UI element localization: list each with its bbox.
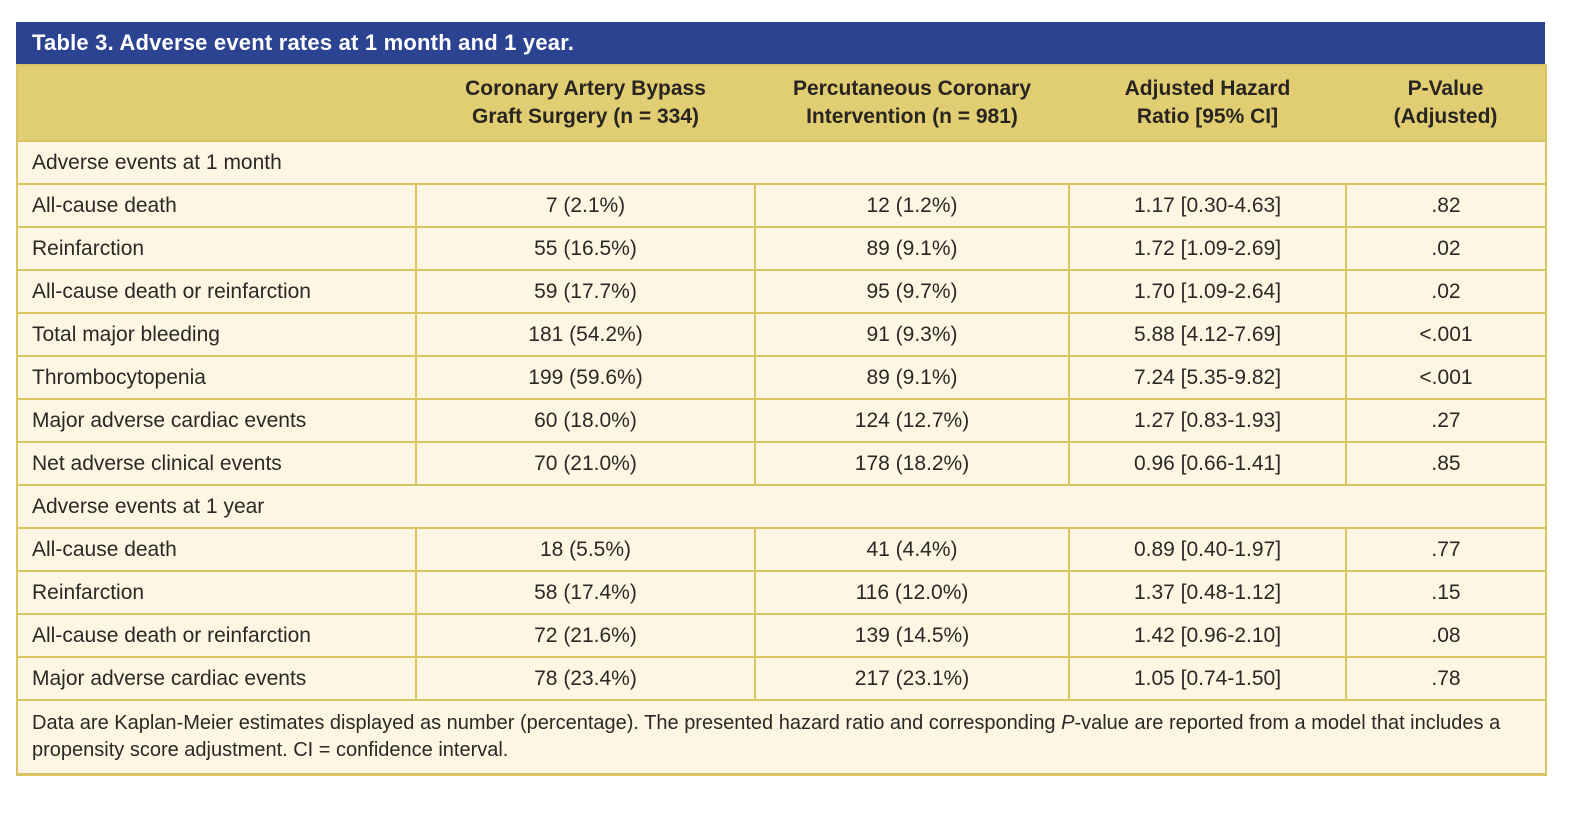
p-value-cell: .77	[1345, 527, 1547, 572]
cabg-value-cell: 78 (23.4%)	[415, 656, 756, 701]
pci-value-cell: 139 (14.5%)	[754, 613, 1070, 658]
hazard-ratio-cell: 0.96 [0.66-1.41]	[1068, 441, 1347, 486]
pci-value-cell: 91 (9.3%)	[754, 312, 1070, 357]
col-header-pci: Percutaneous Coronary Intervention (n = …	[755, 65, 1069, 141]
p-value-cell: .78	[1345, 656, 1547, 701]
p-value-cell: .82	[1345, 183, 1547, 228]
col-header-hazard-ratio: Adjusted Hazard Ratio [95% CI]	[1069, 65, 1346, 141]
event-label-cell: All-cause death	[16, 183, 417, 228]
event-label-cell: Total major bleeding	[16, 312, 417, 357]
table-row: Reinfarction 55 (16.5%) 89 (9.1%) 1.72 [1.0…	[16, 226, 1547, 271]
cabg-value-cell: 199 (59.6%)	[415, 355, 756, 400]
hazard-ratio-cell: 0.89 [0.40-1.97]	[1068, 527, 1347, 572]
hazard-ratio-cell: 1.37 [0.48-1.12]	[1068, 570, 1347, 615]
cabg-value-cell: 72 (21.6%)	[415, 613, 756, 658]
pci-value-cell: 89 (9.1%)	[754, 226, 1070, 271]
event-label-cell: Reinfarction	[16, 570, 417, 615]
table-3-card: Table 3. Adverse event rates at 1 month …	[16, 22, 1547, 776]
hazard-ratio-cell: 1.05 [0.74-1.50]	[1068, 656, 1347, 701]
footnote-text-2: -value are reported from a model that in…	[32, 712, 1501, 761]
p-value-cell: .27	[1345, 398, 1547, 443]
table-row: Major adverse cardiac events 78 (23.4%) 21…	[16, 656, 1547, 701]
p-value-cell: .08	[1345, 613, 1547, 658]
section-header: Adverse events at 1 year	[17, 484, 1546, 529]
event-label-cell: Major adverse cardiac events	[16, 398, 417, 443]
cabg-value-cell: 70 (21.0%)	[415, 441, 756, 486]
p-value-cell: <.001	[1345, 355, 1547, 400]
table-title-bar: Table 3. Adverse event rates at 1 month …	[16, 22, 1545, 64]
table-row: All-cause death or reinfarction 72 (21.6%…	[16, 613, 1547, 658]
table-row: All-cause death 7 (2.1%) 12 (1.2%) 1.17 [0.…	[16, 183, 1547, 228]
p-value-cell: <.001	[1345, 312, 1547, 357]
table-row: Major adverse cardiac events 60 (18.0%) 12…	[16, 398, 1547, 443]
cabg-value-cell: 18 (5.5%)	[415, 527, 756, 572]
hazard-ratio-cell: 1.27 [0.83-1.93]	[1068, 398, 1347, 443]
p-value-cell: .85	[1345, 441, 1547, 486]
table-row: Thrombocytopenia 199 (59.6%) 89 (9.1%) 7.24…	[16, 355, 1547, 400]
event-label-cell: Thrombocytopenia	[16, 355, 417, 400]
cabg-value-cell: 59 (17.7%)	[415, 269, 756, 314]
table-title: Table 3. Adverse event rates at 1 month …	[32, 30, 575, 55]
hazard-ratio-cell: 1.72 [1.09-2.69]	[1068, 226, 1347, 271]
event-label-cell: All-cause death	[16, 527, 417, 572]
pci-value-cell: 124 (12.7%)	[754, 398, 1070, 443]
pci-value-cell: 178 (18.2%)	[754, 441, 1070, 486]
footnote-row: Data are Kaplan-Meier estimates displaye…	[17, 699, 1546, 776]
footnote-text-1: Data are Kaplan-Meier estimates displaye…	[32, 712, 1062, 734]
hazard-ratio-cell: 5.88 [4.12-7.69]	[1068, 312, 1347, 357]
header-row: Coronary Artery Bypass Graft Surgery (n …	[17, 65, 1546, 141]
table-row: Reinfarction 58 (17.4%) 116 (12.0%) 1.37 [0…	[16, 570, 1547, 615]
footnote: Data are Kaplan-Meier estimates displaye…	[17, 699, 1546, 776]
cabg-value-cell: 60 (18.0%)	[415, 398, 756, 443]
hazard-ratio-cell: 1.70 [1.09-2.64]	[1068, 269, 1347, 314]
event-label-cell: Net adverse clinical events	[16, 441, 417, 486]
section-header: Adverse events at 1 month	[17, 140, 1546, 185]
section-header-row: Adverse events at 1 year	[17, 484, 1546, 529]
footnote-italic-p: P	[1061, 712, 1075, 734]
event-label-cell: All-cause death or reinfarction	[16, 269, 417, 314]
pci-value-cell: 12 (1.2%)	[754, 183, 1070, 228]
p-value-cell: .02	[1345, 226, 1547, 271]
col-header-cabg: Coronary Artery Bypass Graft Surgery (n …	[416, 65, 755, 141]
col-header-p-value: P-Value (Adjusted)	[1346, 65, 1546, 141]
event-label-cell: Major adverse cardiac events	[16, 656, 417, 701]
table-row: Net adverse clinical events 70 (21.0%) 178…	[16, 441, 1547, 486]
table-row: Total major bleeding 181 (54.2%) 91 (9.3%)…	[16, 312, 1547, 357]
table-row: All-cause death 18 (5.5%) 41 (4.4%) 0.89 [0…	[16, 527, 1547, 572]
pci-value-cell: 95 (9.7%)	[754, 269, 1070, 314]
event-label-cell: Reinfarction	[16, 226, 417, 271]
col-header-event	[17, 65, 416, 141]
pci-value-cell: 217 (23.1%)	[754, 656, 1070, 701]
p-value-cell: .15	[1345, 570, 1547, 615]
p-value-cell: .02	[1345, 269, 1547, 314]
cabg-value-cell: 181 (54.2%)	[415, 312, 756, 357]
pci-value-cell: 89 (9.1%)	[754, 355, 1070, 400]
table-body: Adverse events at 1 month All-cause death…	[16, 140, 1547, 701]
hazard-ratio-cell: 1.42 [0.96-2.10]	[1068, 613, 1347, 658]
table-row: All-cause death or reinfarction 59 (17.7%…	[16, 269, 1547, 314]
cabg-value-cell: 7 (2.1%)	[415, 183, 756, 228]
hazard-ratio-cell: 7.24 [5.35-9.82]	[1068, 355, 1347, 400]
hazard-ratio-cell: 1.17 [0.30-4.63]	[1068, 183, 1347, 228]
event-label-cell: All-cause death or reinfarction	[16, 613, 417, 658]
cabg-value-cell: 55 (16.5%)	[415, 226, 756, 271]
adverse-events-table: Coronary Artery Bypass Graft Surgery (n …	[16, 64, 1547, 776]
cabg-value-cell: 58 (17.4%)	[415, 570, 756, 615]
pci-value-cell: 41 (4.4%)	[754, 527, 1070, 572]
section-header-row: Adverse events at 1 month	[17, 140, 1546, 185]
pci-value-cell: 116 (12.0%)	[754, 570, 1070, 615]
